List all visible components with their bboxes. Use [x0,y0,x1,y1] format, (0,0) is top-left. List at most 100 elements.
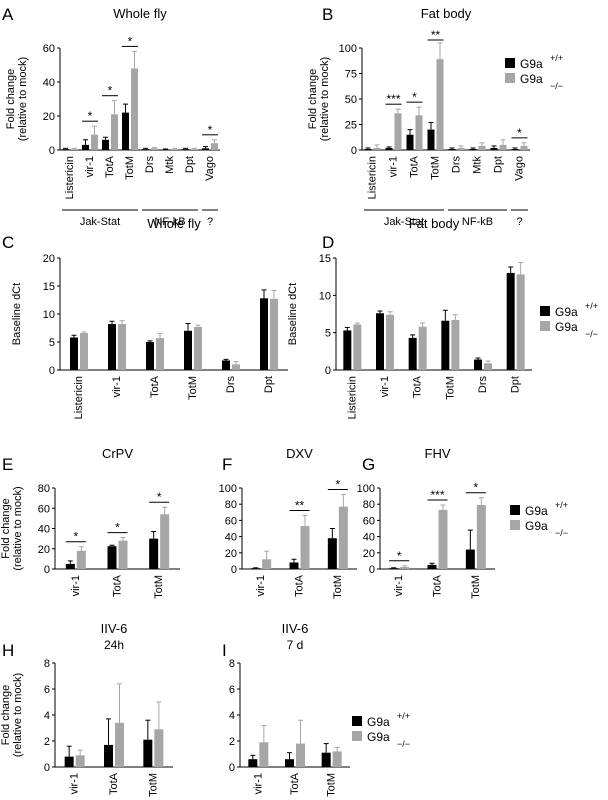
bar-wt [260,298,268,370]
bar-wt [122,112,129,150]
x-tick-label: TotM [332,575,344,599]
y-tick-label: 75 [345,69,357,81]
x-tick-label: vir-1 [111,376,123,397]
y-tick-label: 40 [225,532,237,544]
x-tick-label: TotM [470,575,482,599]
panel-c: C Whole fly 0 5 10 15 20 Baseline dCt Listericin… [2,216,288,419]
bar-wt [343,330,352,370]
y-tick-label: 2 [229,736,235,748]
legend-swatch-mut [505,73,515,83]
significance-stars: * [157,490,162,504]
x-tick-label: Listericin [64,156,76,199]
bar-wt [65,563,75,569]
legend-swatch-wt [352,716,362,726]
bar-wt [104,744,113,767]
bar-wt [64,756,74,767]
y-tick-label: 5 [49,337,55,349]
significance-stars: * [473,481,478,495]
bar-wt [82,144,89,150]
significance-stars: * [335,477,340,491]
group-label: NF-kB [462,216,493,228]
bar-mut [76,550,86,569]
y-tick-label: 50 [345,94,357,106]
x-tick-label: vir-1 [255,575,267,596]
bar-mut [520,145,528,150]
legend-label-mut: G9a [367,730,390,744]
bar-wt [327,538,337,569]
legend: G9a +/+ G9a −/− [540,301,598,339]
panel-title: CrPV [102,446,133,461]
x-tick-label: vir-1 [393,575,405,596]
x-tick-label: vir-1 [379,376,391,397]
panel-title: Fat body [421,6,472,21]
y-tick-label: 100 [219,483,237,495]
group-label: Jak-Stat [80,216,120,228]
bar-wt [427,564,437,569]
x-tick-label: Dpt [184,156,196,173]
panel-title: Whole fly [113,6,167,21]
y-tick-label: 40 [363,532,375,544]
bar-mut [400,566,410,569]
y-tick-label: 20 [43,253,55,265]
bar-mut [118,540,128,569]
group-label: ? [207,216,213,228]
bar-mut [478,145,486,150]
x-tick-label: Vago [204,156,216,181]
panel-title: IIV-6 [282,621,309,636]
bar-wt [448,148,456,150]
bar-mut [457,147,465,150]
significance-stars: * [412,90,417,104]
legend-label-wt: G9a [367,715,390,729]
significance-stars: ** [295,499,305,513]
legend-sup-wt: +/+ [585,301,598,311]
y-tick-label: 15 [43,281,55,293]
panel-a: A Whole fly 0 20 40 60 Fold change (relative to… [2,5,220,228]
bar-mut [332,751,342,767]
panel-label: F [222,455,232,474]
y-axis-label: Baseline dCt [287,283,299,345]
y-tick-label: 20 [225,548,237,560]
y-axis-label: Fold change [5,69,17,130]
panel-title: Fat body [409,216,460,231]
bar-mut [270,298,278,370]
x-tick-label: TotM [153,575,165,599]
bar-mut [451,319,460,370]
bar-wt [108,324,116,370]
bar-mut [191,149,198,150]
x-tick-label: TotA [112,574,124,597]
bar-mut [438,509,448,569]
bar-wt [511,148,519,150]
bar-wt [289,562,299,569]
bar-mut [75,755,85,767]
y-axis-label-line2: (relative to mock) [319,57,331,141]
x-tick-label: TotA [149,375,161,398]
legend: G9a +/+ G9a −/− [352,711,410,749]
x-tick-label: TotM [147,773,159,797]
legend-label-mut: G9a [520,72,543,86]
group-label: NF-kB [154,216,185,228]
x-tick-label: Mtk [164,156,176,174]
x-tick-label: vir-1 [84,156,96,177]
bar-mut [386,314,394,370]
bar-mut [194,326,202,370]
significance-stars: * [108,84,113,98]
legend: G9a +/+ G9a −/− [510,500,568,538]
panel-subtitle: 7 d [287,638,304,652]
group-label: ? [516,216,522,228]
x-tick-label: TotM [444,376,456,400]
y-tick-label: 60 [38,503,50,515]
group-label: Jak-Stat [384,216,424,228]
bar-wt [62,149,69,150]
panel-title: DXV [286,446,313,461]
bar-mut [484,363,492,370]
significance-stars: * [128,34,133,48]
x-tick-label: vir-1 [70,575,82,596]
y-tick-label: 0 [369,564,375,576]
panel-label: H [2,641,14,660]
y-tick-label: 0 [351,145,357,157]
bar-mut [373,147,381,150]
x-tick-label: Drs [477,376,489,394]
y-tick-label: 6 [44,684,50,696]
legend-sup-wt: +/+ [550,53,563,63]
